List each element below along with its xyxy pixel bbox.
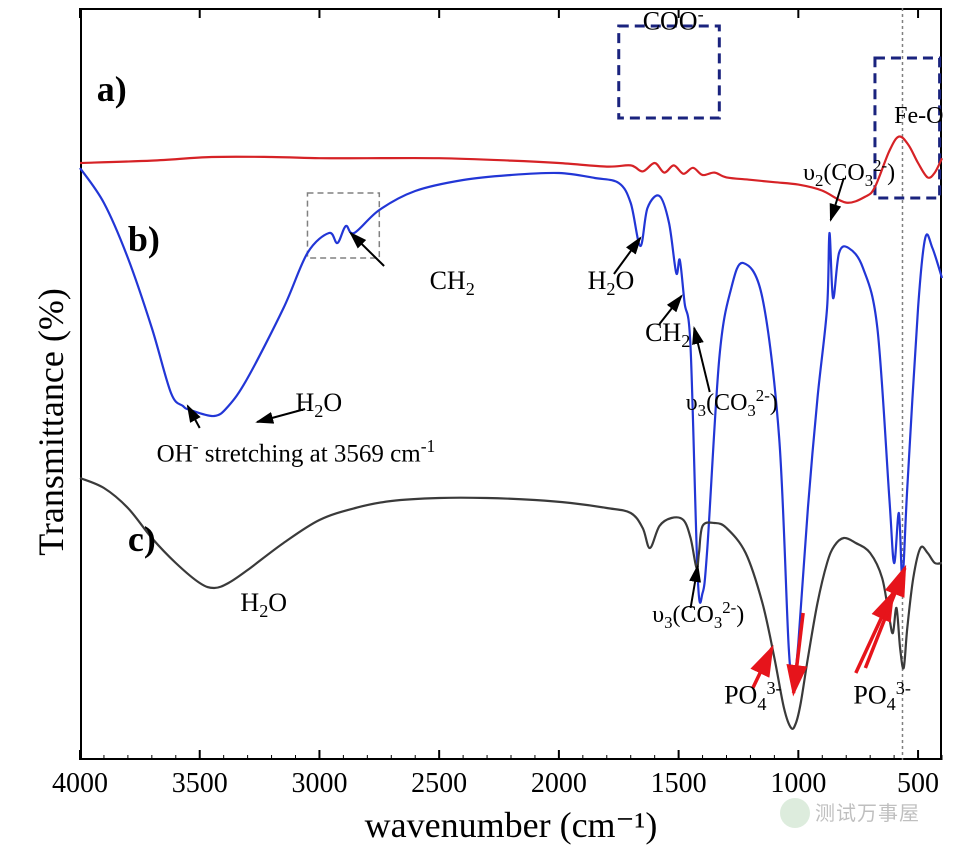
panel-letter: c) — [128, 518, 156, 560]
annotation-oh: OH- stretching at 3569 cm-1 — [157, 436, 436, 468]
panel-letter: b) — [128, 218, 160, 260]
annotation-po4a: PO43- — [724, 678, 782, 715]
annotation-feo: Fe-O — [894, 103, 943, 130]
watermark-text: 测试万事屋 — [815, 797, 920, 826]
ftir-chart: Transmittance (%) wavenumber (cm⁻¹) 4000… — [0, 0, 970, 848]
annotation-ch2b: CH2 — [645, 318, 690, 352]
series-b — [80, 168, 942, 679]
annotation-v2co3: υ2(CO32-) — [803, 156, 895, 191]
ch2-box — [307, 193, 379, 258]
panel-letter: a) — [97, 68, 127, 110]
annotation-po4b: PO43- — [853, 678, 911, 715]
spectra-svg — [0, 0, 970, 848]
series-c — [80, 478, 942, 729]
annotation-v3co3c: υ3(CO32-) — [652, 598, 744, 633]
annotation-h2oc: H2O — [240, 588, 287, 622]
annotation-h2ob1: H2O — [588, 266, 635, 300]
watermark-icon — [780, 798, 810, 828]
annotation-ch2a: CH2 — [430, 266, 475, 300]
annotation-h2ob2: H2O — [296, 388, 343, 422]
annotation-coo: COO- — [643, 4, 704, 37]
coo-box — [619, 26, 720, 118]
annotation-v3co3b: υ3(CO32-) — [686, 386, 778, 421]
